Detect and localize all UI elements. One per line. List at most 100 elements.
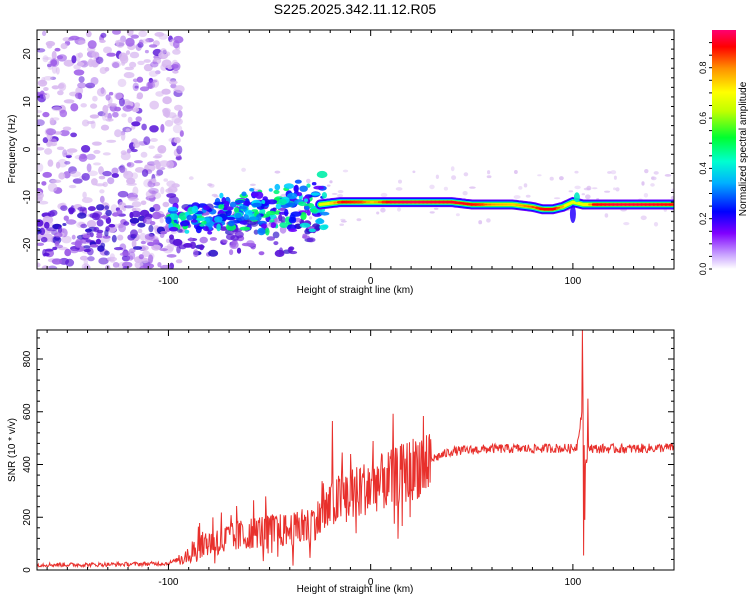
spectrogram-noise-blob bbox=[91, 77, 99, 85]
spectrogram-noise-blob bbox=[84, 258, 88, 266]
spectrogram-cluster-blob bbox=[295, 180, 302, 184]
spectrogram-cluster-blob bbox=[320, 212, 329, 216]
spectrogram-noise-blob bbox=[90, 103, 97, 108]
spectrogram-noise-blob bbox=[145, 50, 149, 53]
spectrogram-cluster-blob bbox=[216, 224, 221, 232]
spectrogram-noise-blob bbox=[167, 112, 177, 118]
spectrogram-noise-blob bbox=[641, 216, 647, 221]
spectrogram-noise-blob bbox=[91, 120, 96, 128]
spectrogram-noise-blob bbox=[128, 255, 133, 261]
spectrogram-noise-blob bbox=[99, 40, 106, 43]
spectrogram-noise-blob bbox=[137, 92, 143, 99]
spectrogram-noise-blob bbox=[615, 187, 619, 191]
spectrogram-noise-blob bbox=[160, 187, 164, 195]
spectrogram-noise-blob bbox=[88, 40, 97, 49]
spectrogram-noise-blob bbox=[166, 193, 176, 198]
colorbar-axis: 0.00.20.40.60.8 bbox=[698, 43, 712, 276]
spectrogram-noise-blob bbox=[127, 162, 135, 168]
spectrogram-noise-blob bbox=[90, 114, 99, 118]
spectrogram-noise-blob bbox=[605, 213, 609, 217]
spectrogram-noise-blob bbox=[550, 177, 554, 181]
spectrogram-noise-blob bbox=[574, 186, 580, 190]
spectrogram-cluster-blob bbox=[180, 221, 190, 227]
spectrogram-noise-blob bbox=[70, 171, 81, 177]
spectrogram-noise-blob bbox=[250, 184, 256, 186]
spectrogram-noise-blob bbox=[478, 220, 482, 224]
spectrogram-noise-blob bbox=[89, 213, 98, 218]
spectrogram-noise-blob bbox=[120, 55, 128, 64]
spectrogram-cluster-blob bbox=[241, 192, 246, 197]
spectrogram-noise-blob bbox=[55, 48, 61, 52]
spectrogram-cluster-blob bbox=[248, 217, 258, 221]
spectrogram-noise-blob bbox=[126, 105, 132, 109]
spectrogram-noise-blob bbox=[487, 175, 492, 178]
spectrogram-noise-blob bbox=[434, 208, 439, 210]
spectrogram-x-tick-label: 100 bbox=[565, 276, 582, 287]
spectrogram-noise-blob bbox=[559, 176, 564, 180]
spectrogram-noise-blob bbox=[237, 248, 241, 254]
spectrogram-noise-blob bbox=[665, 174, 672, 177]
spectrogram-cluster-blob bbox=[300, 223, 311, 228]
spectrogram-noise-blob bbox=[165, 188, 173, 193]
spectrogram-cluster-blob bbox=[304, 199, 308, 203]
spectrogram-cluster-blob bbox=[207, 231, 212, 235]
snr-y-tick-label: 800 bbox=[22, 350, 33, 367]
spectrogram-cluster-blob bbox=[307, 210, 311, 216]
spectrogram-noise-blob bbox=[102, 171, 112, 176]
spectrogram-noise-blob bbox=[357, 218, 362, 221]
spectrogram-cluster-blob bbox=[239, 220, 247, 224]
spectrogram-cluster-blob bbox=[273, 190, 279, 194]
spectrogram-noise-blob bbox=[85, 239, 92, 242]
spectrogram-noise-blob bbox=[112, 62, 119, 68]
spectrogram-noise-blob bbox=[231, 240, 237, 245]
spectrogram-noise-blob bbox=[176, 156, 183, 160]
spectrogram-noise-blob bbox=[158, 214, 165, 217]
spectrogram-noise-blob bbox=[90, 244, 99, 247]
spectrogram-noise-blob bbox=[259, 251, 265, 255]
spectrogram-noise-blob bbox=[136, 116, 142, 122]
spectrogram-noise-blob bbox=[641, 181, 644, 185]
spectrogram-noise-blob bbox=[145, 234, 154, 240]
spectrogram-noise-blob bbox=[444, 187, 448, 191]
spectrogram-noise-blob bbox=[200, 237, 208, 244]
spectrogram-noise-blob bbox=[149, 145, 155, 149]
spectrogram-noise-blob bbox=[125, 38, 134, 47]
spectrogram-plot-area bbox=[32, 28, 676, 273]
spectrogram-noise-blob bbox=[174, 85, 184, 93]
spectrogram-cluster-blob bbox=[279, 222, 288, 228]
spectrogram-noise-blob bbox=[381, 193, 388, 197]
colorbar-gradient bbox=[712, 30, 736, 269]
spectrogram-noise-blob bbox=[173, 40, 180, 48]
spectrogram-noise-blob bbox=[309, 216, 312, 219]
spectrogram-noise-blob bbox=[113, 262, 120, 268]
spectrogram-noise-blob bbox=[64, 216, 69, 221]
spectrogram-noise-blob bbox=[160, 48, 167, 54]
spectrogram-noise-blob bbox=[623, 222, 629, 225]
spectrogram-noise-blob bbox=[126, 178, 135, 185]
spectrogram-noise-blob bbox=[273, 241, 278, 245]
spectrogram-noise-blob bbox=[142, 169, 148, 177]
spectrogram-noise-blob bbox=[436, 175, 439, 179]
spectrogram-noise-blob bbox=[131, 121, 140, 126]
spectrogram-noise-blob bbox=[430, 211, 435, 213]
spectrogram-cluster-blob bbox=[265, 228, 270, 236]
spectrogram-noise-blob bbox=[48, 183, 58, 192]
spectrogram-noise-blob bbox=[614, 176, 617, 180]
spectrogram-noise-blob bbox=[37, 197, 43, 202]
spectrogram-cluster-blob bbox=[257, 228, 265, 235]
spectrogram-noise-blob bbox=[79, 155, 88, 162]
spectrogram-noise-blob bbox=[97, 219, 104, 226]
spectrogram-noise-blob bbox=[141, 152, 148, 158]
spectrogram-noise-blob bbox=[141, 124, 147, 131]
spectrogram-noise-blob bbox=[156, 173, 161, 176]
spectrogram-cluster-blob bbox=[304, 206, 309, 210]
spectrogram-noise-blob bbox=[469, 186, 476, 188]
spectrogram-noise-blob bbox=[97, 88, 106, 97]
spectrogram-noise-blob bbox=[64, 161, 70, 165]
spectrogram-cluster-blob bbox=[299, 186, 308, 192]
spectrogram-noise-blob bbox=[80, 224, 87, 228]
spectrogram-noise-blob bbox=[190, 242, 196, 249]
spectrogram-noise-blob bbox=[97, 245, 104, 252]
